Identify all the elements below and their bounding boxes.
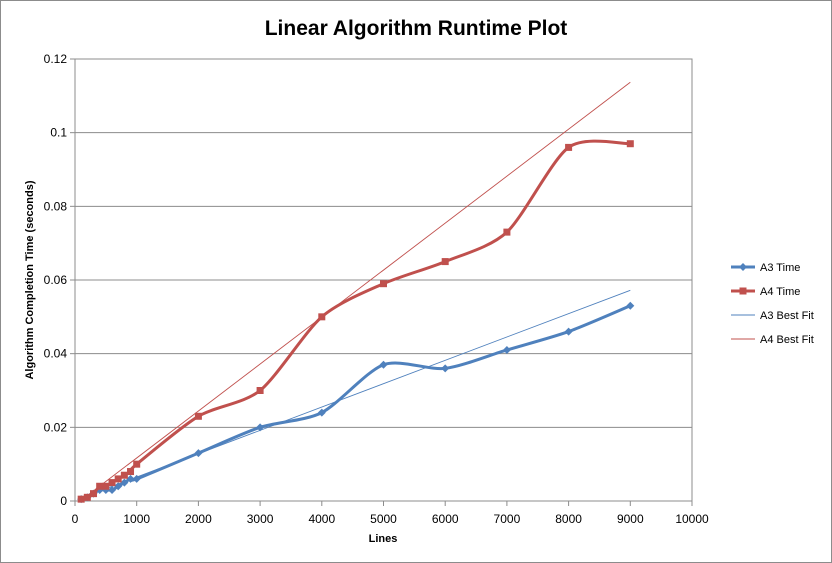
y-tick-label: 0.1 (50, 126, 67, 140)
a4-time-point (626, 140, 634, 148)
a3-time-point (132, 474, 141, 483)
plot-area-border (74, 58, 693, 502)
y-axis-label: Algorithm Completion Time (seconds) (24, 180, 36, 379)
a4-time-point (194, 412, 202, 420)
legend-item-a3-best-fit: A3 Best Fit (731, 310, 814, 322)
legend: A3 Time A4 Time A3 Best Fit A4 Best Fit (731, 262, 814, 346)
a4-time-point (441, 258, 449, 266)
a3-time-point (114, 482, 123, 491)
legend-marker (739, 263, 747, 271)
a4-time-point (77, 495, 85, 503)
a3-time-point (564, 327, 573, 336)
x-tick-label: 3000 (247, 512, 274, 526)
x-tick-label: 9000 (617, 512, 644, 526)
x-tick-label: 6000 (432, 512, 459, 526)
legend-item-a4-best-fit: A4 Best Fit (731, 334, 814, 346)
chart-title: Linear Algorithm Runtime Plot (265, 17, 568, 40)
y-tick-label: 0.06 (44, 273, 68, 287)
a3-time-point (126, 474, 135, 483)
legend-label: A4 Best Fit (760, 334, 814, 346)
a4-time-point (380, 280, 387, 288)
legend-item-a4-time: A4 Time (731, 286, 800, 298)
a4-time-point (133, 460, 141, 468)
a4-best-fit-line (80, 81, 631, 501)
a3-time-point (194, 449, 203, 458)
series-a3-time (77, 301, 635, 504)
legend-label: A3 Time (760, 262, 800, 274)
series-a4-best-fit (80, 81, 631, 501)
y-tick-labels: 0 0.02 0.04 0.06 0.08 0.1 0.12 (44, 52, 68, 508)
x-tick-label: 2000 (185, 512, 212, 526)
x-tick-label: 10000 (675, 512, 709, 526)
legend-item-a3-time: A3 Time (731, 262, 800, 274)
series-a4-time (77, 139, 634, 503)
a3-time-point (441, 364, 450, 373)
legend-label: A3 Best Fit (760, 310, 814, 322)
x-tick-label: 0 (72, 512, 79, 526)
a4-time-point (565, 143, 573, 151)
a4-time-point (96, 482, 104, 490)
a4-time-point (503, 228, 511, 236)
x-axis-label: Lines (369, 533, 398, 545)
a3-time-point (256, 423, 265, 432)
a4-time-point (114, 475, 122, 483)
y-tick-label: 0.04 (44, 347, 68, 361)
x-tick-label: 1000 (123, 512, 150, 526)
a3-time-point (379, 360, 388, 369)
a3-time-point (626, 301, 635, 310)
x-tick-label: 8000 (555, 512, 582, 526)
x-tick-labels: 0 1000 2000 3000 4000 5000 6000 7000 8000 9000 100… (72, 512, 709, 526)
a3-time-point (502, 345, 511, 354)
a4-time-point (127, 468, 135, 476)
a3-time-point (108, 485, 117, 494)
a4-time-point (120, 471, 128, 479)
a4-time-point (83, 493, 91, 501)
a4-time-point (90, 490, 98, 498)
legend-marker (739, 287, 747, 295)
y-tick-label: 0.02 (44, 420, 68, 434)
a4-time-point (318, 313, 326, 321)
y-tick-label: 0.08 (44, 199, 68, 213)
a4-time-point (256, 387, 264, 394)
y-tick-label: 0 (60, 494, 67, 508)
a4-time-point (102, 482, 110, 490)
x-tick-label: 7000 (494, 512, 521, 526)
x-tick-label: 5000 (370, 512, 397, 526)
y-tick-label: 0.12 (44, 52, 68, 66)
legend-label: A4 Time (760, 286, 800, 298)
a3-time-point (317, 408, 326, 417)
a3-time-point (120, 478, 129, 487)
a3-time-line (80, 304, 631, 501)
a4-time-point (108, 479, 116, 487)
series (77, 81, 635, 504)
a4-time-line (80, 139, 631, 501)
x-tick-label: 4000 (308, 512, 335, 526)
